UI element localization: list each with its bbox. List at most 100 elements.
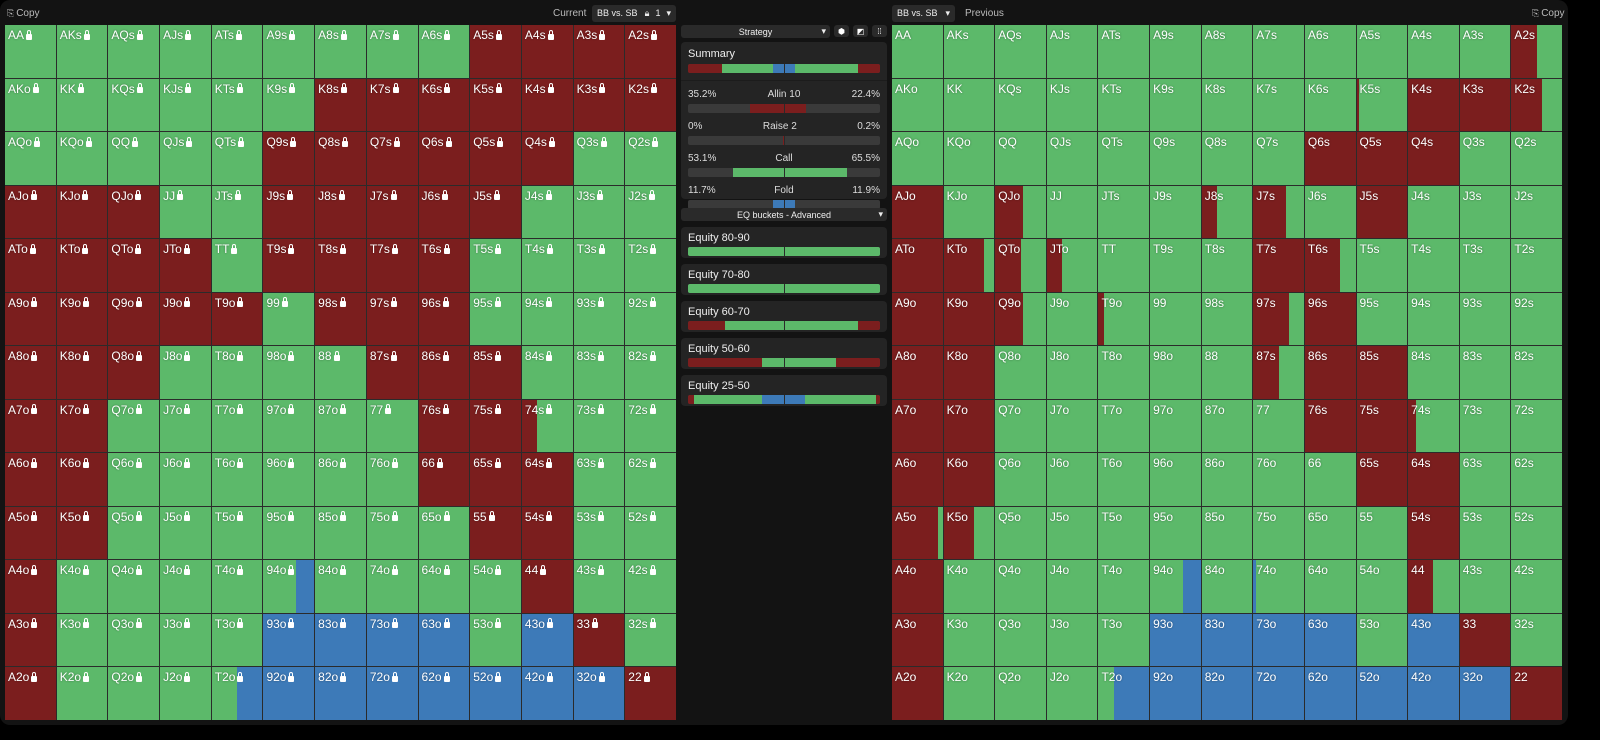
- hand-cell[interactable]: T4s: [1408, 239, 1459, 292]
- hand-cell[interactable]: Q7o: [108, 399, 160, 453]
- hand-cell[interactable]: A2s: [625, 25, 676, 78]
- hand-cell[interactable]: A9s: [1150, 25, 1201, 78]
- hand-cell[interactable]: 98s: [1201, 292, 1253, 346]
- hand-cell[interactable]: T5o: [211, 506, 263, 560]
- hand-cell[interactable]: Q7s: [366, 132, 418, 185]
- hand-cell[interactable]: Q7s: [1253, 132, 1304, 185]
- hand-cell[interactable]: T9s: [263, 239, 315, 292]
- hand-cell[interactable]: 96s: [1304, 292, 1356, 346]
- hand-cell[interactable]: T7o: [211, 399, 263, 453]
- hand-cell[interactable]: ATo: [892, 239, 943, 292]
- hand-cell[interactable]: 75o: [1253, 506, 1304, 560]
- hand-cell[interactable]: 72o: [1253, 667, 1304, 720]
- copy-button-right[interactable]: ⎘ Copy: [1532, 7, 1565, 19]
- hand-cell[interactable]: Q2s: [625, 132, 676, 185]
- hand-cell[interactable]: J2s: [1511, 185, 1562, 239]
- hand-cell[interactable]: K8s: [315, 78, 366, 132]
- hand-cell[interactable]: K9s: [263, 78, 315, 132]
- eq-buckets-dropdown[interactable]: EQ buckets - Advanced ▾: [681, 208, 887, 221]
- hand-cell[interactable]: KK: [56, 78, 108, 132]
- hand-cell[interactable]: 73o: [1253, 613, 1304, 667]
- hand-cell[interactable]: A4o: [5, 560, 56, 613]
- hand-cell[interactable]: 74o: [366, 560, 418, 613]
- hand-cell[interactable]: Q2s: [1511, 132, 1562, 185]
- hand-cell[interactable]: 63s: [1459, 453, 1511, 506]
- hand-cell[interactable]: 42s: [625, 560, 676, 613]
- hand-cell[interactable]: 94s: [1408, 292, 1459, 346]
- hand-cell[interactable]: 53s: [1459, 506, 1511, 560]
- hand-cell[interactable]: 33: [573, 613, 625, 667]
- hand-cell[interactable]: 92o: [1150, 667, 1201, 720]
- hand-cell[interactable]: T8s: [1201, 239, 1253, 292]
- hand-cell[interactable]: A8o: [892, 346, 943, 399]
- hand-cell[interactable]: 64o: [418, 560, 470, 613]
- hand-cell[interactable]: T6s: [418, 239, 470, 292]
- hand-cell[interactable]: Q6o: [108, 453, 160, 506]
- hand-cell[interactable]: 62o: [418, 667, 470, 720]
- hand-cell[interactable]: 52s: [625, 506, 676, 560]
- hand-cell[interactable]: QTs: [211, 132, 263, 185]
- hand-cell[interactable]: Q8o: [995, 346, 1046, 399]
- hand-cell[interactable]: J7o: [1046, 399, 1098, 453]
- hand-cell[interactable]: T7s: [366, 239, 418, 292]
- hand-cell[interactable]: T9s: [1150, 239, 1201, 292]
- hand-cell[interactable]: Q5o: [995, 506, 1046, 560]
- hand-cell[interactable]: T7s: [1253, 239, 1304, 292]
- hand-cell[interactable]: QJo: [108, 185, 160, 239]
- hand-cell[interactable]: QQ: [995, 132, 1046, 185]
- hand-cell[interactable]: 32s: [625, 613, 676, 667]
- matchup-dropdown-current[interactable]: BB vs. SB 🔒︎ 1 ▾: [592, 4, 676, 22]
- hand-cell[interactable]: J4s: [1408, 185, 1459, 239]
- hand-cell[interactable]: 22: [1511, 667, 1562, 720]
- hand-cell[interactable]: J9o: [1046, 292, 1098, 346]
- hand-cell[interactable]: J5o: [160, 506, 211, 560]
- hand-cell[interactable]: T9o: [211, 292, 263, 346]
- hand-cell[interactable]: 95o: [263, 506, 315, 560]
- hand-cell[interactable]: J9s: [1150, 185, 1201, 239]
- hand-cell[interactable]: 83s: [573, 346, 625, 399]
- hand-cell[interactable]: 94s: [521, 292, 573, 346]
- hand-cell[interactable]: T6o: [211, 453, 263, 506]
- hand-cell[interactable]: J2s: [625, 185, 676, 239]
- hand-cell[interactable]: K5s: [1356, 78, 1408, 132]
- matchup-dropdown-previous[interactable]: BB vs. SB ▾: [892, 4, 955, 22]
- hand-cell[interactable]: T2s: [625, 239, 676, 292]
- hand-cell[interactable]: 86s: [1304, 346, 1356, 399]
- hand-cell[interactable]: 32o: [573, 667, 625, 720]
- hand-cell[interactable]: T8o: [211, 346, 263, 399]
- hand-cell[interactable]: T9o: [1098, 292, 1150, 346]
- hand-cell[interactable]: 75s: [1356, 399, 1408, 453]
- hand-cell[interactable]: K3o: [943, 613, 995, 667]
- hand-cell[interactable]: 97s: [1253, 292, 1304, 346]
- hand-cell[interactable]: K3s: [573, 78, 625, 132]
- hand-cell[interactable]: 76s: [1304, 399, 1356, 453]
- hand-cell[interactable]: QQ: [108, 132, 160, 185]
- hand-cell[interactable]: QTs: [1098, 132, 1150, 185]
- hand-cell[interactable]: K2o: [56, 667, 108, 720]
- hand-cell[interactable]: 42o: [1408, 667, 1459, 720]
- hand-cell[interactable]: A3s: [1459, 25, 1511, 78]
- hand-cell[interactable]: 97s: [366, 292, 418, 346]
- hand-cell[interactable]: JTs: [211, 185, 263, 239]
- hand-cell[interactable]: 83o: [315, 613, 366, 667]
- hand-cell[interactable]: Q9o: [995, 292, 1046, 346]
- hand-cell[interactable]: AA: [5, 25, 56, 78]
- hand-cell[interactable]: 96o: [263, 453, 315, 506]
- hand-cell[interactable]: K8o: [56, 346, 108, 399]
- hand-cell[interactable]: TT: [211, 239, 263, 292]
- hand-cell[interactable]: T6o: [1098, 453, 1150, 506]
- hand-cell[interactable]: A3o: [892, 613, 943, 667]
- hand-cell[interactable]: A7s: [366, 25, 418, 78]
- hand-cell[interactable]: JTo: [160, 239, 211, 292]
- hand-cell[interactable]: T5s: [1356, 239, 1408, 292]
- hand-cell[interactable]: 62s: [625, 453, 676, 506]
- hand-cell[interactable]: AKo: [5, 78, 56, 132]
- hand-cell[interactable]: KQs: [108, 78, 160, 132]
- hand-cell[interactable]: 32s: [1511, 613, 1562, 667]
- hand-cell[interactable]: JJ: [160, 185, 211, 239]
- hand-cell[interactable]: 98s: [315, 292, 366, 346]
- hand-cell[interactable]: J6s: [1304, 185, 1356, 239]
- hand-cell[interactable]: 99: [1150, 292, 1201, 346]
- hand-cell[interactable]: 54o: [1356, 560, 1408, 613]
- hand-cell[interactable]: A7o: [5, 399, 56, 453]
